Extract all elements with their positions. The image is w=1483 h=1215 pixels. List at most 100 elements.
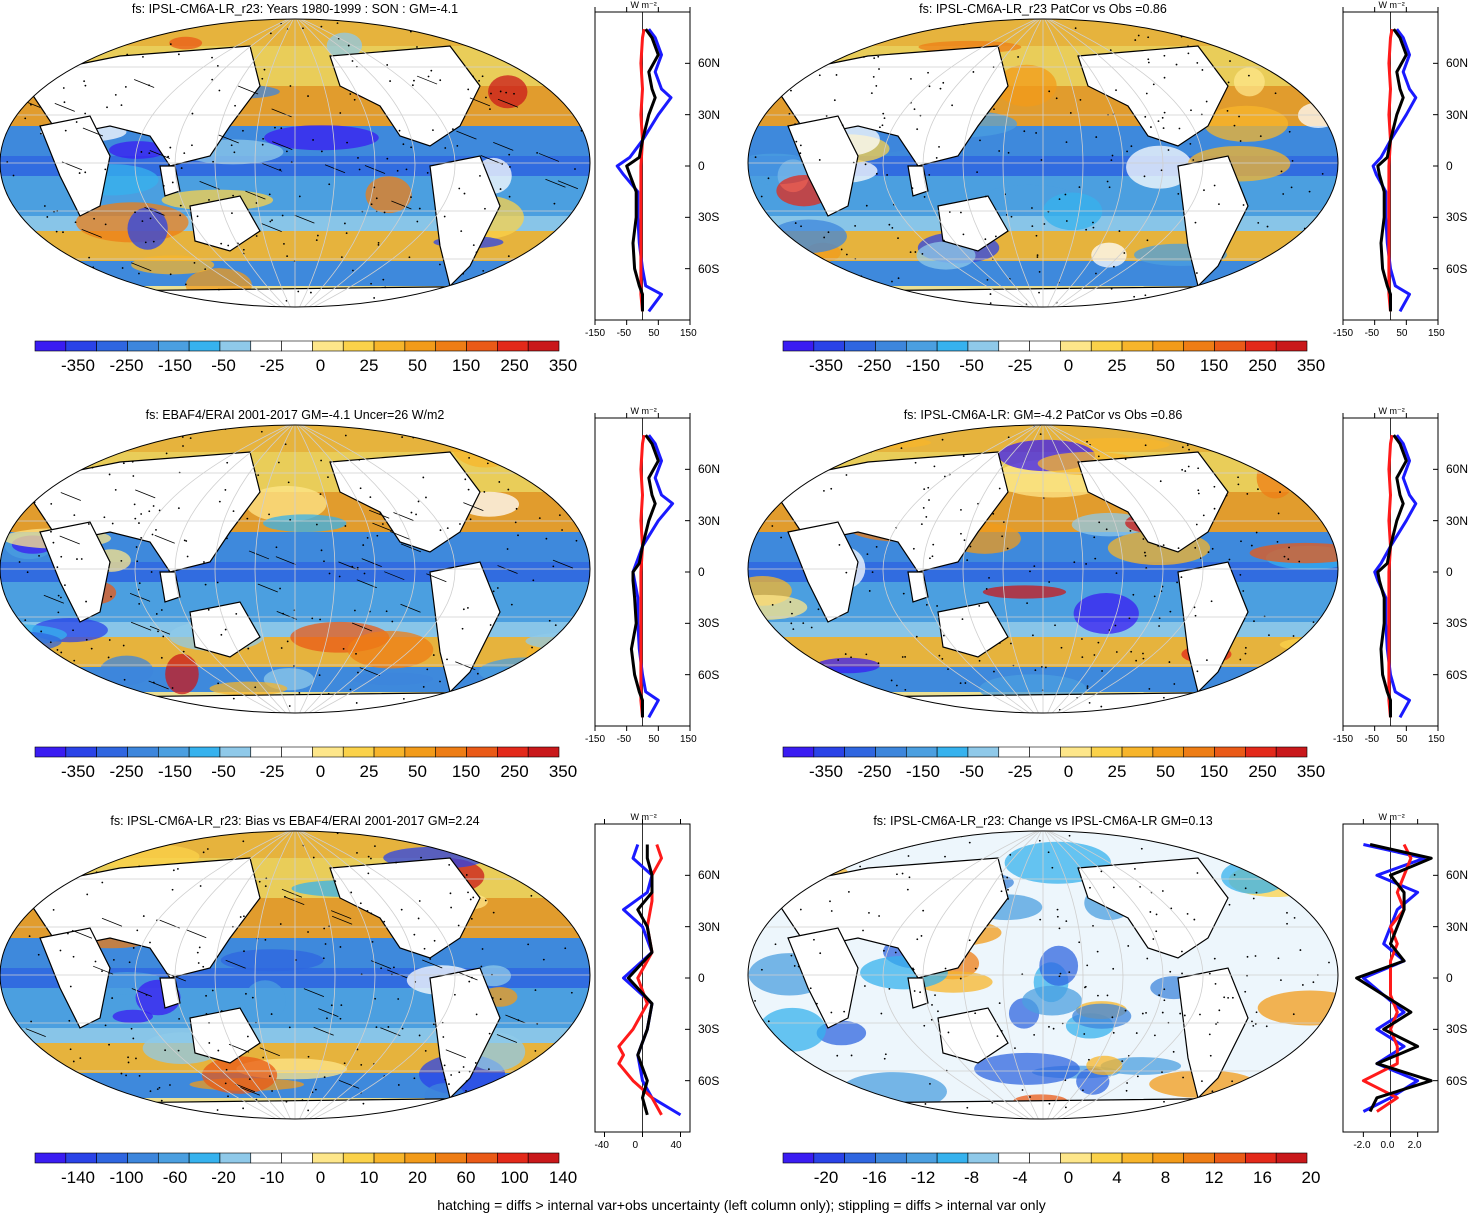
stipple-dot [377, 243, 380, 246]
stipple-dot [882, 112, 885, 115]
stipple-dot [1112, 265, 1115, 268]
stipple-dot [749, 1069, 752, 1072]
stipple-dot [1095, 313, 1097, 315]
stipple-dot [773, 843, 776, 845]
stipple-dot [1051, 866, 1054, 869]
stipple-dot [751, 941, 754, 943]
stipple-dot [1290, 186, 1293, 189]
stipple-dot [347, 44, 350, 47]
stipple-dot [1281, 256, 1284, 259]
graticule-lon [294, 19, 416, 307]
stipple-dot [847, 891, 850, 893]
stipple-dot [84, 171, 87, 174]
colorbar-swatch [1060, 746, 1092, 758]
stipple-dot [268, 193, 271, 196]
stipple-dot [110, 595, 112, 598]
stipple-dot [921, 252, 924, 255]
stipple-dot [1280, 170, 1283, 173]
stipple-dot [328, 572, 331, 575]
stipple-dot [196, 215, 199, 218]
stipple-dot [248, 1078, 251, 1081]
stipple-dot [499, 998, 502, 1001]
stipple-dot [144, 241, 147, 244]
stipple-dot [181, 436, 184, 438]
stipple-dot [587, 192, 590, 195]
stipple-dot [152, 505, 155, 507]
stipple-dot [1233, 874, 1236, 876]
stipple-dot [224, 1082, 227, 1085]
stipple-dot [1163, 1100, 1165, 1103]
stipple-dot [1163, 988, 1166, 991]
colorbar-swatch [157, 1152, 190, 1164]
stipple-dot [101, 881, 104, 884]
stipple-dot [1315, 288, 1318, 290]
stipple-dot [373, 186, 376, 189]
profile-x-label: -150 [1333, 328, 1354, 339]
colorbar-swatch [435, 746, 467, 758]
graticule-lon [1042, 19, 1204, 307]
stipple-dot [277, 461, 280, 464]
stipple-dot [1007, 151, 1010, 154]
stipple-dot [1201, 69, 1204, 71]
stipple-dot [927, 486, 930, 489]
stipple-dot [1228, 1124, 1230, 1126]
stipple-dot [960, 508, 962, 511]
stipple-dot [307, 1055, 310, 1058]
colorbar-swatch [404, 1152, 437, 1164]
stipple-dot [216, 65, 219, 67]
stipple-dot [1161, 1071, 1163, 1073]
stipple-dot [1291, 305, 1294, 307]
stipple-dot [1147, 58, 1150, 61]
colorbar-swatch [1214, 746, 1246, 758]
stipple-dot [879, 126, 881, 129]
stipple-dot [242, 248, 245, 251]
stipple-dot [262, 1126, 264, 1128]
colorbar-swatch [435, 1152, 467, 1164]
stipple-dot [1239, 140, 1242, 142]
stipple-dot [1192, 159, 1195, 161]
stipple-dot [358, 168, 361, 171]
stipple-dot [1021, 1089, 1024, 1091]
stipple-dot [1146, 957, 1149, 960]
colorbar-swatch [1090, 746, 1123, 758]
stipple-dot [281, 214, 284, 217]
field-patch [0, 251, 71, 277]
colorbar-swatch [404, 746, 437, 758]
stipple-dot [579, 423, 581, 425]
stipple-dot [288, 705, 291, 707]
stipple-dot [1111, 154, 1114, 157]
profile-lat-label: 30N [698, 513, 721, 528]
stipple-dot [120, 104, 123, 107]
stipple-dot [886, 174, 889, 176]
stipple-dot [268, 1075, 271, 1078]
stipple-dot [1186, 444, 1189, 447]
stipple-dot [349, 688, 352, 691]
colorbar-tick-label: -12 [910, 1168, 936, 1187]
stipple-dot [131, 460, 134, 463]
stipple-dot [264, 885, 267, 888]
colorbar-tick-label: 0 [315, 1168, 326, 1187]
stipple-dot [905, 436, 908, 438]
colorbar-tick-label: -10 [259, 1168, 285, 1187]
stipple-dot [755, 1037, 758, 1040]
stipple-dot [947, 708, 950, 711]
stipple-dot [312, 139, 314, 141]
stipple-dot [320, 25, 323, 28]
stipple-dot [363, 572, 366, 575]
stipple-dot [1064, 1106, 1067, 1109]
stipple-dot [558, 288, 561, 291]
stipple-dot [1231, 1080, 1234, 1083]
stipple-dot [1257, 221, 1260, 224]
stipple-dot [165, 452, 168, 455]
stipple-dot [1162, 127, 1165, 130]
stipple-dot [218, 288, 220, 291]
stipple-dot [1260, 691, 1263, 694]
stipple-dot [3, 925, 5, 928]
stipple-dot [1321, 173, 1324, 175]
stipple-dot [246, 19, 249, 20]
stipple-dot [541, 435, 544, 438]
stipple-dot [1335, 507, 1338, 510]
stipple-dot [1069, 112, 1072, 114]
stipple-dot [536, 474, 539, 477]
colorbar-swatch [905, 1152, 938, 1164]
